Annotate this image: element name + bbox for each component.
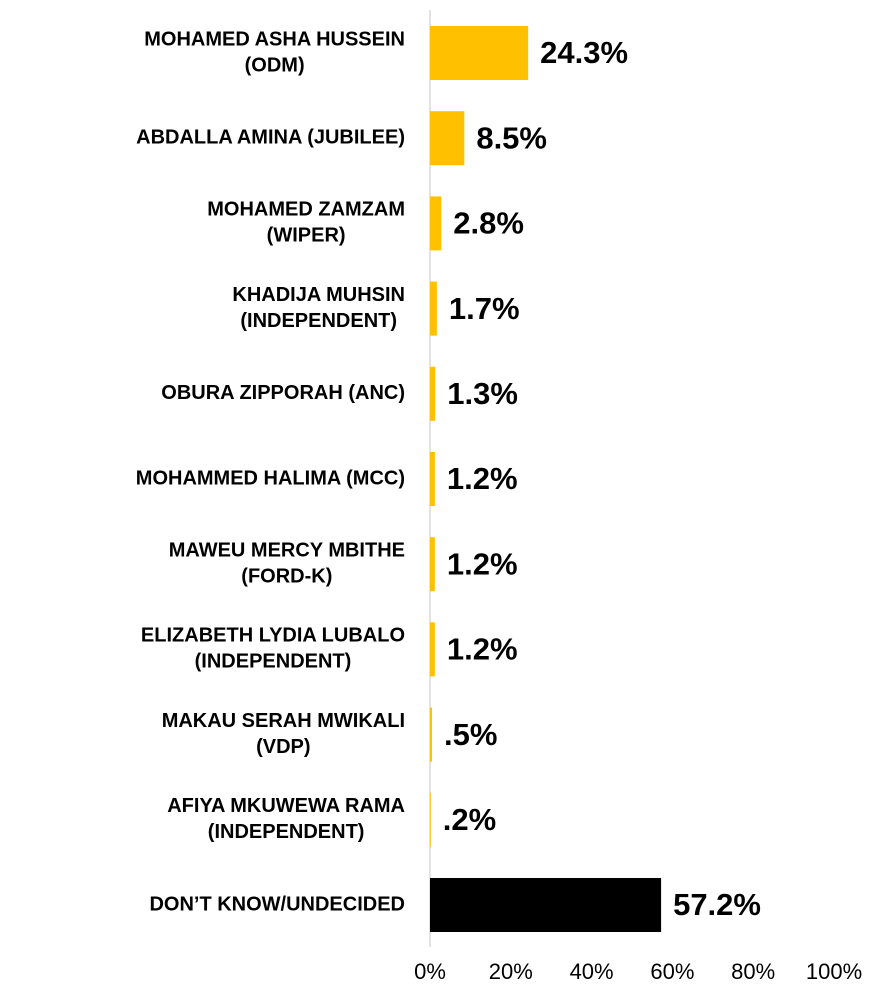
bar [430, 281, 437, 336]
category-label: AFIYA MKUWEWA RAMA [167, 795, 405, 817]
bar [430, 537, 435, 592]
bar [430, 878, 662, 932]
value-label: 1.2% [447, 461, 518, 496]
x-tick-label: 20% [489, 959, 533, 984]
value-label: 1.2% [447, 632, 518, 667]
value-label: 57.2% [673, 887, 761, 922]
category-label: (INDEPENDENT) [195, 651, 352, 673]
bar [430, 792, 431, 847]
value-label: .2% [443, 802, 496, 837]
category-label: MOHAMED ASHA HUSSEIN [144, 28, 405, 50]
category-label: OBURA ZIPPORAH (ANC) [161, 382, 405, 404]
category-label: (INDEPENDENT) [240, 310, 397, 332]
category-label: (FORD-K) [241, 565, 332, 587]
category-label: (INDEPENDENT) [208, 821, 365, 843]
category-label: MAKAU SERAH MWIKALI [162, 710, 405, 732]
bar [430, 452, 435, 506]
x-tick-label: 0% [414, 959, 446, 984]
value-label: 1.3% [447, 376, 518, 411]
category-label: MOHAMMED HALIMA (MCC) [136, 467, 405, 489]
category-label: KHADIJA MUHSIN [232, 284, 405, 306]
value-label: 2.8% [453, 206, 524, 241]
bar [430, 26, 529, 80]
x-tick-label: 40% [570, 959, 614, 984]
bar [430, 196, 442, 251]
category-label: (VDP) [256, 736, 310, 758]
x-tick-label: 60% [650, 959, 694, 984]
bar [430, 707, 433, 762]
x-tick-label: 100% [806, 959, 862, 984]
category-label: MAWEU MERCY MBITHE [169, 539, 405, 561]
value-label: 8.5% [476, 120, 547, 155]
value-label: .5% [444, 717, 497, 752]
bar [430, 622, 435, 677]
x-tick-label: 80% [731, 959, 775, 984]
category-label: (WIPER) [267, 225, 346, 247]
category-label: ELIZABETH LYDIA LUBALO [141, 625, 405, 647]
category-label: ABDALLA AMINA (JUBILEE) [136, 126, 405, 148]
category-label: MOHAMED ZAMZAM [207, 199, 405, 221]
category-label: DON’T KNOW/UNDECIDED [149, 893, 405, 915]
value-label: 1.7% [449, 291, 520, 326]
bar [430, 366, 436, 421]
value-label: 24.3% [540, 35, 628, 70]
value-label: 1.2% [447, 546, 518, 581]
category-label: (ODM) [245, 54, 305, 76]
bar [430, 111, 465, 166]
